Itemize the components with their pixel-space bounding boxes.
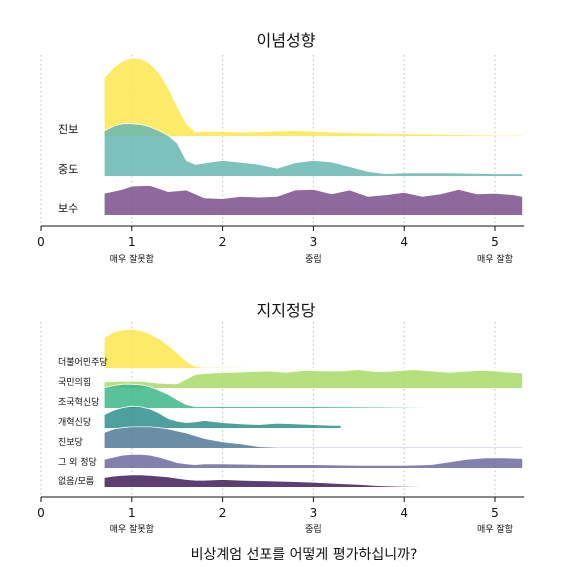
row-label: 개혁신당 bbox=[58, 417, 91, 428]
ridge-outline bbox=[104, 123, 523, 175]
ridge-1-6 bbox=[104, 474, 523, 487]
ridge-outline bbox=[104, 369, 523, 385]
row-label: 보수 bbox=[58, 202, 78, 215]
ridge-1-1 bbox=[104, 369, 523, 388]
row-label: 더불어민주당 bbox=[58, 357, 108, 368]
x-tick-label: 0 bbox=[37, 506, 45, 520]
x-tick-label: 2 bbox=[219, 506, 227, 520]
ridge-outline bbox=[104, 454, 523, 466]
ridge-1-5 bbox=[104, 454, 523, 468]
x-tick-label: 1 bbox=[128, 235, 136, 249]
x-sublabel: 매우 잘함 bbox=[477, 253, 513, 265]
ridge-1-0 bbox=[104, 329, 523, 368]
ridge-outline bbox=[104, 405, 341, 426]
ridge-outline bbox=[104, 474, 523, 488]
x-tick-label: 4 bbox=[400, 235, 408, 249]
ridge-outline bbox=[104, 383, 523, 409]
row-label: 국민의힘 bbox=[58, 377, 91, 388]
x-sublabel: 중립 bbox=[305, 524, 322, 535]
x-tick-label: 1 bbox=[128, 506, 136, 520]
ridge-1-4 bbox=[104, 426, 523, 448]
panel-title-party: 지지정당 bbox=[257, 301, 316, 320]
x-sublabel: 매우 잘못함 bbox=[110, 253, 154, 265]
x-tick-label: 2 bbox=[219, 235, 227, 249]
panel-title-ideology: 이념성향 bbox=[257, 31, 316, 50]
row-label: 그 외 정당 bbox=[58, 456, 97, 468]
ridge-outline bbox=[104, 328, 523, 369]
row-label: 조국혁신당 bbox=[58, 397, 99, 408]
x-sublabel: 중립 bbox=[305, 254, 322, 265]
x-tick-label: 4 bbox=[400, 506, 408, 520]
ridge-0-1 bbox=[104, 123, 523, 176]
row-label: 중도 bbox=[58, 163, 78, 176]
ridge-outline bbox=[104, 184, 523, 200]
x-tick-label: 0 bbox=[37, 235, 45, 249]
ridge-0-2 bbox=[104, 185, 523, 215]
x-tick-label: 5 bbox=[491, 235, 499, 249]
row-label: 진보당 bbox=[58, 437, 83, 448]
x-sublabel: 매우 잘함 bbox=[477, 523, 513, 535]
x-tick-label: 3 bbox=[310, 235, 318, 249]
ridge-outline bbox=[104, 57, 523, 136]
row-label: 없음/모름 bbox=[58, 476, 94, 487]
ridge-1-3 bbox=[104, 406, 341, 428]
row-label: 진보 bbox=[58, 123, 78, 136]
figure-caption: 비상계엄 선포를 어떻게 평가하십니까? bbox=[191, 547, 418, 563]
ridge-outline bbox=[104, 426, 523, 448]
ridge-1-2 bbox=[104, 384, 523, 408]
x-sublabel: 매우 잘못함 bbox=[110, 523, 154, 535]
x-tick-label: 5 bbox=[491, 506, 499, 520]
x-tick-label: 3 bbox=[310, 506, 318, 520]
